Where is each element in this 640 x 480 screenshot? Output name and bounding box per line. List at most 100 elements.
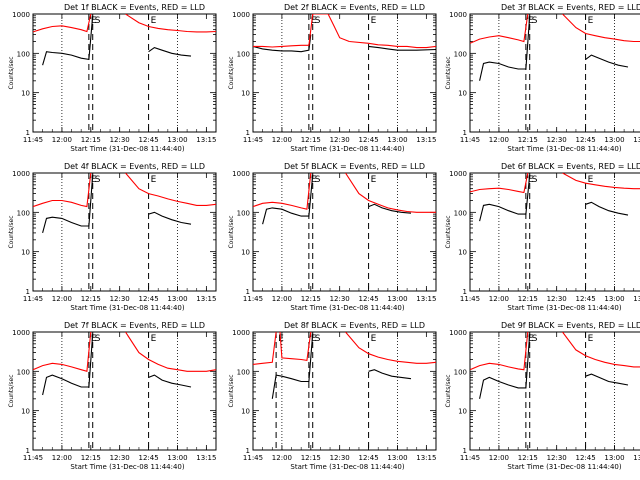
lld-series-line: [470, 14, 529, 44]
lld-series-line: [562, 14, 640, 43]
event-marker-label: E: [588, 334, 594, 344]
x-tick-label: 12:00: [52, 295, 72, 303]
lld-series-line: [125, 14, 216, 33]
panel-title: Det 5f BLACK = Events, RED = LLD: [284, 162, 425, 171]
x-tick-label: 12:15: [518, 295, 538, 303]
y-tick-label: 10: [241, 408, 250, 416]
x-tick-label: 13:00: [604, 454, 624, 462]
events-series-line: [148, 374, 192, 388]
event-marker-label: E: [588, 175, 594, 185]
x-tick-label: 12:00: [489, 454, 509, 462]
lld-series-line: [345, 332, 436, 364]
y-tick-label: 100: [454, 209, 467, 217]
panel-title: Det 4f BLACK = Events, RED = LLD: [64, 162, 205, 171]
x-tick-label: 12:45: [575, 454, 595, 462]
lld-series-line: [562, 332, 640, 368]
x-tick-label: 12:30: [110, 295, 130, 303]
events-series-line: [479, 333, 531, 399]
y-axis-label: Counts/sec: [8, 56, 15, 89]
detector-panel: Det 7f BLACK = Events, RED = LLD 1 10 100 10…: [8, 321, 217, 471]
lld-series-line: [253, 332, 277, 365]
y-tick-label: 100: [237, 50, 250, 58]
y-tick-label: 1000: [12, 11, 30, 19]
y-tick-label: 10: [458, 249, 467, 257]
x-tick-label: 11:45: [23, 295, 43, 303]
lld-series-line: [125, 173, 216, 206]
plot-frame: [252, 172, 437, 292]
x-axis-label: Start Time (31-Dec-08 11:44:40): [290, 145, 404, 153]
lld-series-line: [253, 173, 312, 210]
events-series-line: [148, 46, 192, 57]
y-tick-label: 1: [26, 129, 30, 137]
panel-title: Det 6f BLACK = Events, RED = LLD: [501, 162, 640, 171]
x-axis-label: Start Time (31-Dec-08 11:44:40): [70, 145, 184, 153]
x-tick-label: 13:15: [416, 136, 436, 144]
series-group: [470, 173, 640, 222]
x-tick-label: 12:45: [358, 295, 378, 303]
y-tick-label: 100: [454, 50, 467, 58]
detector-panel: Det 4f BLACK = Events, RED = LLD 1 10 100 10…: [8, 162, 217, 312]
y-tick-label: 100: [17, 50, 30, 58]
events-series-line: [42, 174, 94, 234]
event-marker-label: E: [588, 16, 594, 26]
events-series-line: [585, 54, 629, 68]
y-tick-label: 1: [246, 129, 250, 137]
events-series-line: [479, 15, 531, 81]
x-tick-label: 12:30: [330, 295, 350, 303]
x-tick-label: 13:15: [416, 454, 436, 462]
x-tick-label: 13:00: [167, 454, 187, 462]
lld-series-line: [562, 173, 640, 190]
y-tick-label: 10: [458, 90, 467, 98]
y-tick-label: 1000: [232, 11, 250, 19]
y-tick-label: 100: [237, 368, 250, 376]
panel-title: Det 8f BLACK = Events, RED = LLD: [284, 321, 425, 330]
event-marker-label: S: [532, 175, 538, 185]
x-tick-label: 12:30: [547, 454, 567, 462]
y-tick-label: 1000: [232, 329, 250, 337]
x-tick-label: 11:45: [23, 136, 43, 144]
y-axis-label: Counts/sec: [8, 215, 15, 248]
x-tick-label: 12:15: [301, 454, 321, 462]
x-tick-label: 13:15: [416, 295, 436, 303]
lld-series-line: [33, 332, 92, 373]
x-tick-label: 13:00: [604, 136, 624, 144]
x-tick-label: 11:45: [243, 136, 263, 144]
event-marker-label: E: [151, 334, 157, 344]
x-tick-label: 12:15: [81, 136, 101, 144]
events-series-line: [42, 333, 94, 396]
event-marker-label: E: [371, 175, 377, 185]
x-tick-label: 12:00: [52, 136, 72, 144]
event-marker-label: E: [151, 16, 157, 26]
x-axis-label: Start Time (31-Dec-08 11:44:40): [507, 145, 621, 153]
plot-frame: [252, 331, 437, 451]
y-axis-label: Counts/sec: [8, 374, 15, 407]
x-tick-label: 13:00: [167, 295, 187, 303]
x-axis-label: Start Time (31-Dec-08 11:44:40): [290, 304, 404, 312]
event-marker-label: E: [311, 334, 317, 344]
event-marker-label: E: [528, 16, 534, 26]
plot-frame: [469, 331, 640, 451]
x-axis-label: Start Time (31-Dec-08 11:44:40): [70, 463, 184, 471]
event-marker-label: S: [95, 334, 101, 344]
x-tick-label: 12:30: [110, 454, 130, 462]
x-axis-label: Start Time (31-Dec-08 11:44:40): [507, 304, 621, 312]
events-series-line: [262, 174, 314, 225]
panel-title: Det 2f BLACK = Events, RED = LLD: [284, 3, 425, 12]
x-tick-label: 12:15: [518, 136, 538, 144]
detector-panel: Det 6f BLACK = Events, RED = LLD 1 10 100 10…: [445, 162, 640, 312]
event-marker-label: S: [532, 16, 538, 26]
y-tick-label: 1000: [449, 170, 467, 178]
x-tick-label: 12:15: [518, 454, 538, 462]
x-tick-label: 11:45: [460, 295, 480, 303]
x-tick-label: 12:00: [489, 295, 509, 303]
x-tick-label: 12:45: [575, 295, 595, 303]
x-tick-label: 13:15: [633, 454, 640, 462]
event-marker-label: E: [278, 334, 284, 344]
panel-title: Det 1f BLACK = Events, RED = LLD: [64, 3, 205, 12]
y-tick-label: 1: [26, 288, 30, 296]
plot-frame: [32, 172, 217, 292]
event-marker-label: S: [315, 16, 321, 26]
x-tick-label: 12:45: [358, 136, 378, 144]
panel-title: Det 3f BLACK = Events, RED = LLD: [501, 3, 640, 12]
x-tick-label: 12:30: [110, 136, 130, 144]
